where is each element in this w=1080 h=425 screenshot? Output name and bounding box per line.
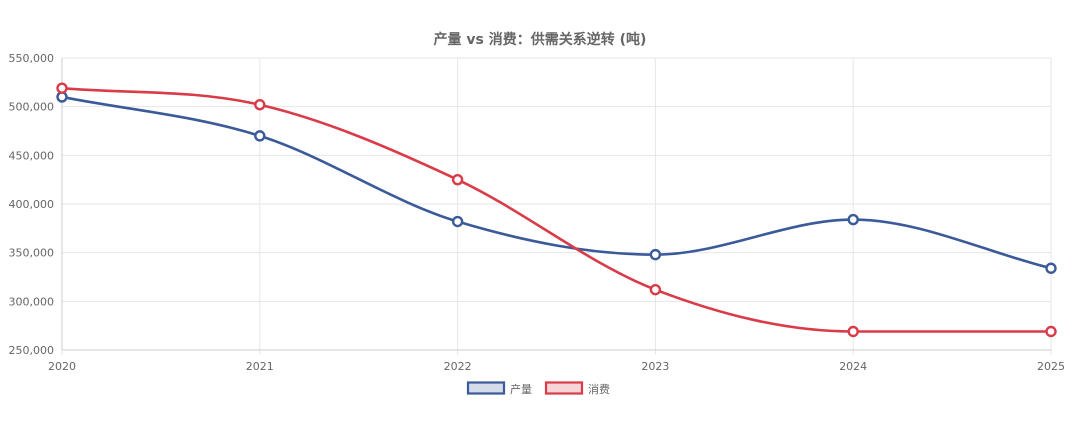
x-tick-label: 2024 — [839, 360, 867, 373]
y-tick-label: 400,000 — [9, 198, 55, 211]
data-point — [847, 213, 859, 226]
data-point — [847, 325, 859, 338]
y-tick-label: 500,000 — [9, 101, 55, 114]
y-tick-label: 250,000 — [9, 344, 55, 357]
y-tick-label: 550,000 — [9, 52, 55, 65]
data-point — [1045, 262, 1057, 274]
series-lines — [61, 86, 1052, 333]
data-point — [1045, 325, 1057, 338]
data-point — [254, 99, 266, 111]
x-tick-label: 2022 — [444, 360, 472, 373]
data-point — [56, 82, 68, 94]
data-point — [451, 173, 464, 186]
axes: 550,000 500,000 450,000 400,000 350,000 300,0… — [9, 52, 1066, 373]
data-points — [56, 82, 1057, 338]
y-tick-label: 450,000 — [9, 149, 55, 162]
legend-label: 消费 — [588, 382, 610, 396]
series-line-0 — [61, 95, 1052, 270]
x-tick-label: 2023 — [641, 360, 669, 373]
data-point — [649, 283, 662, 296]
grid — [61, 57, 1052, 355]
legend-swatch — [466, 381, 506, 395]
legend-swatch — [544, 381, 584, 395]
series-line-1 — [61, 86, 1051, 333]
data-point — [451, 215, 464, 228]
y-tick-label: 300,000 — [9, 295, 55, 308]
legend: 产量 消费 — [466, 381, 610, 396]
data-point — [254, 130, 266, 142]
x-tick-label: 2020 — [48, 360, 76, 373]
legend-label: 产量 — [510, 382, 532, 396]
x-tick-label: 2021 — [246, 360, 274, 373]
y-tick-label: 350,000 — [9, 247, 55, 260]
data-point — [649, 248, 662, 261]
x-tick-label: 2025 — [1037, 360, 1065, 373]
chart-title: 产量 vs 消费：供需关系逆转 (吨) — [434, 31, 647, 48]
